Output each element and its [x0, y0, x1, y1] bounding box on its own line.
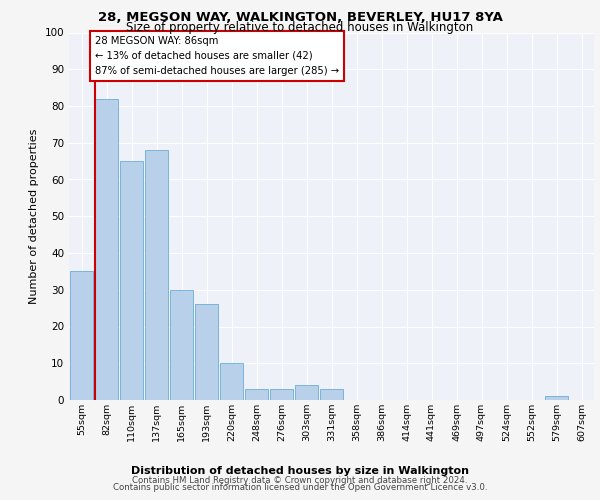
Bar: [545, 396, 568, 400]
Text: 28 MEGSON WAY: 86sqm
← 13% of detached houses are smaller (42)
87% of semi-detac: 28 MEGSON WAY: 86sqm ← 13% of detached h…: [95, 36, 340, 76]
Bar: [95, 98, 118, 400]
Bar: [269, 389, 293, 400]
Bar: [245, 389, 268, 400]
Bar: [220, 363, 244, 400]
Y-axis label: Number of detached properties: Number of detached properties: [29, 128, 39, 304]
Bar: [194, 304, 218, 400]
Text: 28, MEGSON WAY, WALKINGTON, BEVERLEY, HU17 8YA: 28, MEGSON WAY, WALKINGTON, BEVERLEY, HU…: [98, 11, 502, 24]
Bar: [295, 386, 319, 400]
Bar: [70, 272, 94, 400]
Text: Distribution of detached houses by size in Walkington: Distribution of detached houses by size …: [131, 466, 469, 476]
Text: Contains HM Land Registry data © Crown copyright and database right 2024.: Contains HM Land Registry data © Crown c…: [132, 476, 468, 485]
Text: Contains public sector information licensed under the Open Government Licence v3: Contains public sector information licen…: [113, 483, 487, 492]
Bar: [170, 290, 193, 400]
Text: Size of property relative to detached houses in Walkington: Size of property relative to detached ho…: [127, 21, 473, 34]
Bar: [119, 161, 143, 400]
Bar: [145, 150, 169, 400]
Bar: [320, 389, 343, 400]
